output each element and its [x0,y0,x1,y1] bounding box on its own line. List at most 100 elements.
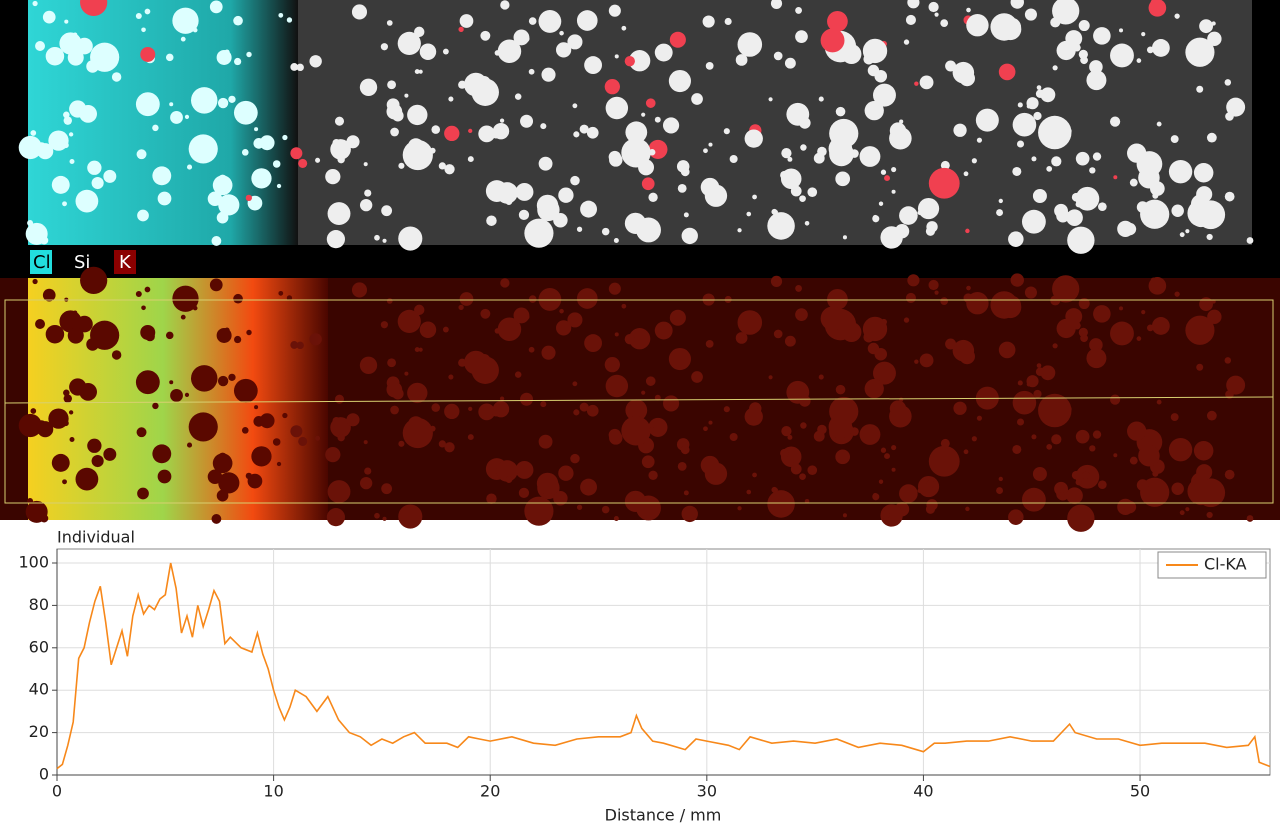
grain [648,427,656,434]
grain [1056,318,1076,339]
grain [681,227,698,245]
grain [390,405,399,415]
grain [1086,348,1107,369]
grain [648,149,656,156]
grain [1012,166,1022,176]
grain [152,444,172,464]
grain [233,100,258,125]
grain [18,413,42,438]
grain [850,427,859,436]
grain [1098,202,1107,212]
grain [926,221,938,233]
grain [541,67,556,82]
grain [381,483,393,495]
grain [795,284,802,292]
grain [184,114,190,119]
grain [813,430,825,442]
grain [448,374,454,380]
plot-area [56,548,1271,776]
grain [1118,306,1124,311]
grain [524,218,554,248]
grain [520,114,534,128]
grain [538,288,562,311]
grain [217,375,229,387]
grain [1193,163,1214,183]
grain [471,356,499,384]
grain [1179,510,1185,516]
grain [579,402,589,412]
grain [37,143,54,160]
grain [528,17,537,25]
grain [874,347,888,361]
grain [1052,0,1080,25]
grain [241,149,249,156]
grain [80,0,108,17]
grain [928,1,939,13]
grain [184,392,190,397]
grain [245,472,252,480]
grain [444,125,460,142]
legend-swatch [114,250,136,274]
grain [217,97,229,109]
grain [386,20,393,26]
grain [1206,511,1213,519]
grain [91,176,104,190]
grain [1185,229,1190,234]
grain [380,321,388,329]
grain [135,92,160,117]
grain [1059,214,1065,220]
grain [1148,0,1167,17]
grain [746,211,752,217]
grain [169,380,174,385]
grain [795,308,808,321]
grain [18,135,42,160]
grain [315,157,321,163]
grain [971,436,977,442]
grain [157,469,172,484]
grain [899,119,904,124]
x-tick-label: 0 [52,782,62,801]
grain [1206,410,1217,421]
grain [998,476,1003,482]
grain [691,371,703,383]
grain [1185,37,1215,67]
grain [799,395,811,407]
grain [914,359,919,364]
grain [752,194,757,200]
grain [520,392,534,406]
grain [296,63,304,72]
grain [914,81,919,86]
grain [538,10,562,33]
grain [928,167,960,199]
grain [76,315,93,333]
grain [608,4,621,17]
grain [800,422,807,429]
grain [1196,85,1204,93]
grain [820,28,845,53]
grain [1187,199,1215,227]
grain [945,338,957,350]
grain [729,432,738,442]
grain [842,513,847,518]
grain [1089,167,1096,174]
grain [1129,456,1138,465]
grain [136,427,147,438]
grain [1046,166,1053,172]
grain [387,80,397,90]
grain [216,211,229,224]
grain [628,50,651,72]
grain [1051,156,1062,167]
grain [584,56,602,74]
grain [471,78,499,106]
grain [363,162,368,167]
grain [364,467,372,475]
grain [1113,175,1118,180]
grain [744,407,763,426]
grain [541,345,556,360]
grain [1109,116,1121,127]
grain [326,230,345,249]
grain [576,504,583,510]
grain [567,34,583,50]
grain [621,416,651,446]
